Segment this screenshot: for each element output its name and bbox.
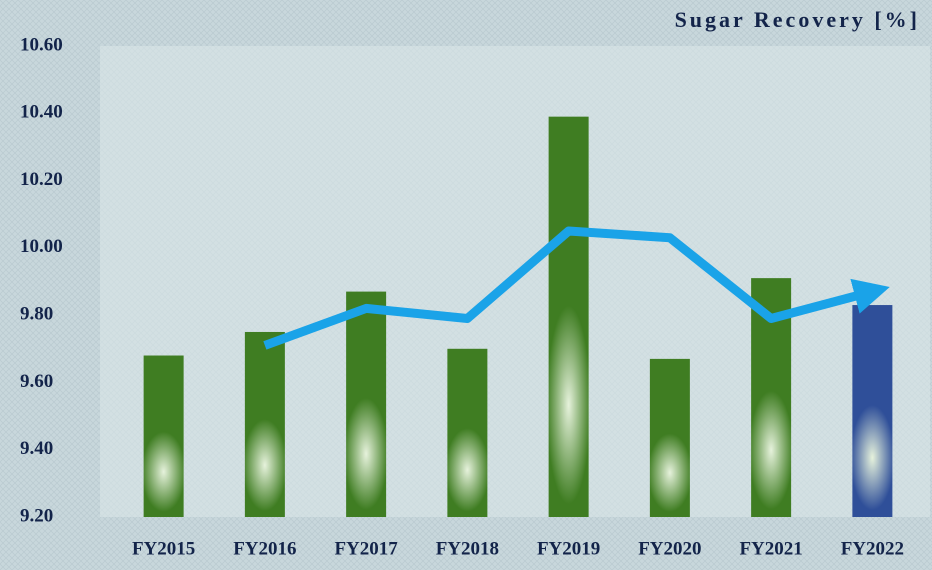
x-tick-label: FY2020 [638, 538, 701, 559]
y-tick-label: 9.60 [20, 371, 53, 392]
y-tick-label: 10.20 [20, 169, 63, 190]
bar [548, 116, 589, 518]
x-tick-label: FY2018 [436, 538, 499, 559]
x-tick-label: FY2019 [537, 538, 600, 559]
x-tick-label: FY2022 [841, 538, 904, 559]
bar [244, 331, 285, 517]
bar [346, 291, 387, 517]
x-tick-label: FY2017 [334, 538, 398, 559]
chart-title: Sugar Recovery [%] [675, 7, 920, 32]
y-tick-label: 10.00 [20, 236, 63, 257]
x-tick-label: FY2016 [233, 538, 296, 559]
x-tick-label: FY2015 [132, 538, 195, 559]
trend-line [263, 226, 890, 350]
x-tick-label: FY2021 [739, 538, 802, 559]
y-tick-label: 9.20 [20, 505, 53, 526]
bar [447, 348, 488, 517]
bar [852, 305, 893, 517]
y-tick-label: 10.60 [20, 34, 63, 55]
bar [649, 358, 690, 517]
y-tick-label: 10.40 [20, 102, 63, 123]
y-tick-label: 9.40 [20, 438, 53, 459]
y-tick-label: 9.80 [20, 304, 53, 325]
bar [143, 355, 184, 517]
